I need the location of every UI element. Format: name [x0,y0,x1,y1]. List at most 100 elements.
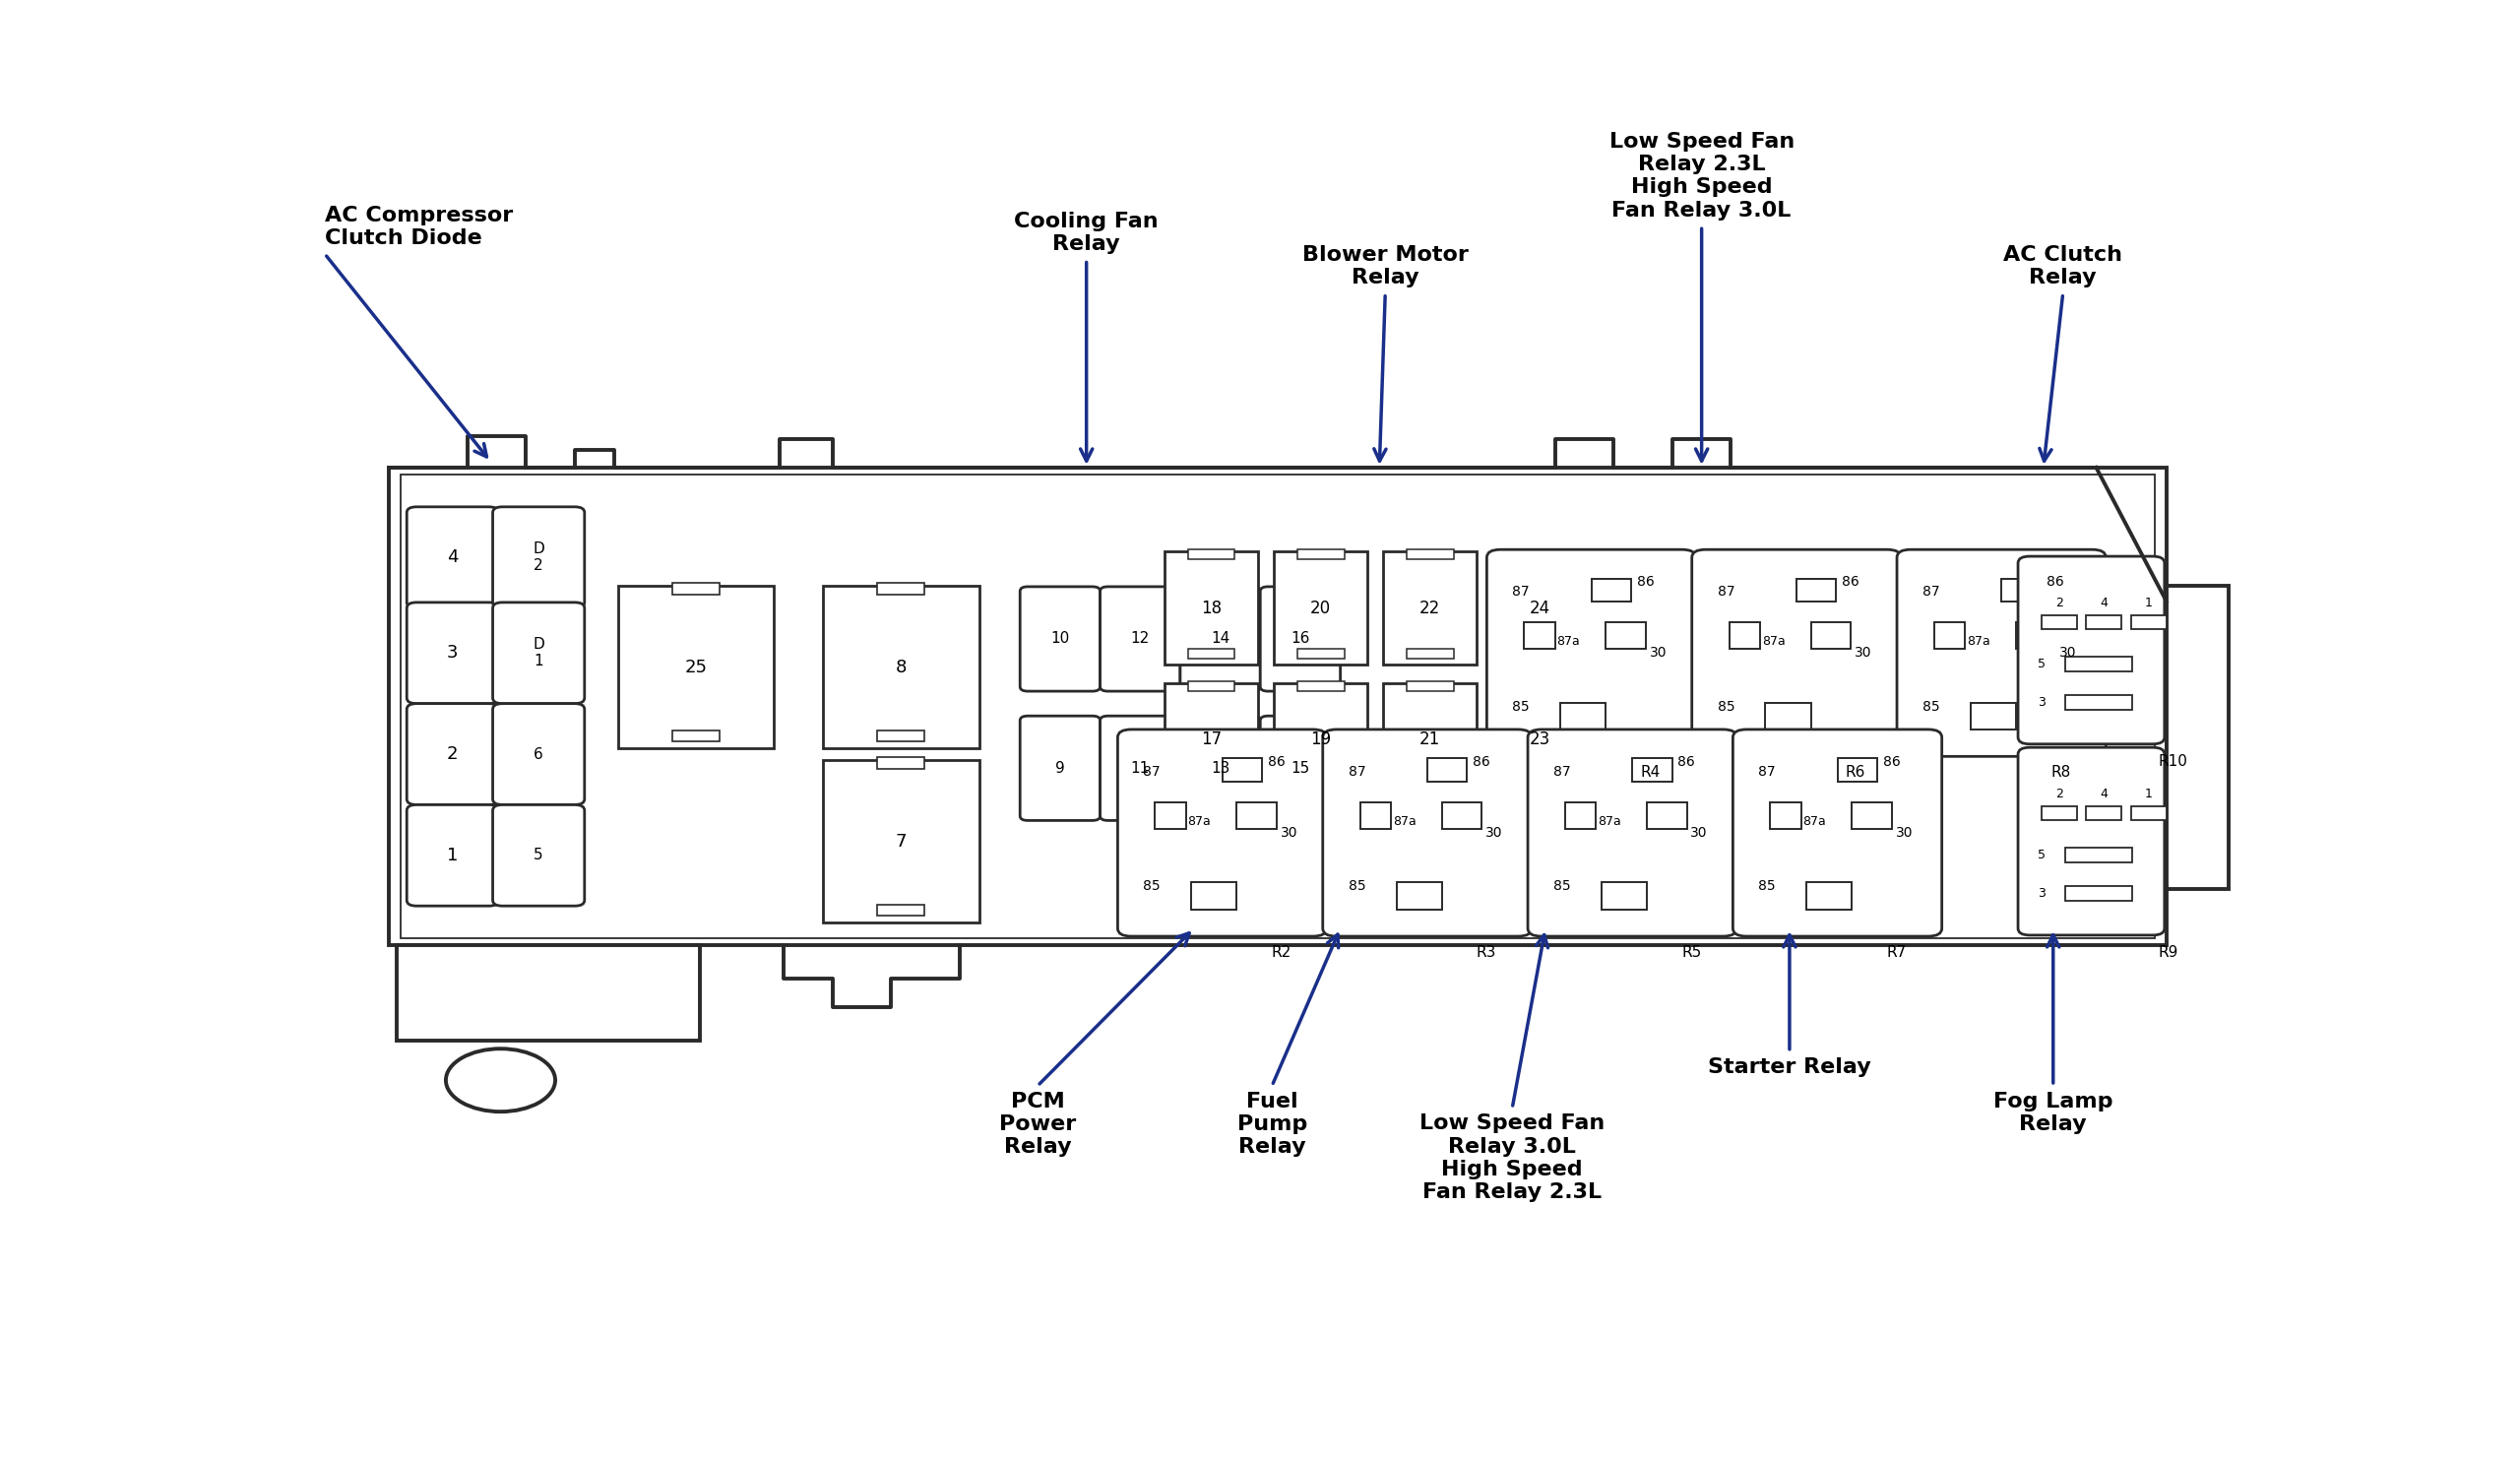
FancyBboxPatch shape [1021,587,1101,691]
Text: AC Clutch
Relay: AC Clutch Relay [2003,245,2122,288]
FancyBboxPatch shape [494,507,585,607]
Text: 85: 85 [1552,879,1570,894]
Text: 13: 13 [1210,761,1230,775]
Bar [398,945,701,1041]
Bar [1517,680,1562,691]
FancyBboxPatch shape [1021,715,1101,821]
FancyBboxPatch shape [1119,730,1326,936]
Bar [1298,648,1343,658]
Bar [1406,780,1454,790]
Text: PCM
Power
Relay: PCM Power Relay [998,1092,1076,1156]
Bar [617,585,774,749]
Text: 2: 2 [2056,788,2064,800]
Text: 87: 87 [1759,765,1777,778]
Text: 3: 3 [2039,888,2046,899]
Bar [1837,758,1877,781]
Text: Fog Lamp
Relay: Fog Lamp Relay [1993,1092,2112,1134]
Bar [1441,803,1482,829]
Text: 22: 22 [1419,599,1441,618]
FancyBboxPatch shape [494,704,585,804]
Text: R4: R4 [1641,765,1661,780]
Bar [2064,886,2132,901]
Bar [1648,803,1686,829]
Text: 30: 30 [1895,826,1913,840]
Bar [1406,549,1454,559]
Bar [2041,615,2076,629]
FancyBboxPatch shape [2019,748,2165,936]
Text: D
1: D 1 [532,637,544,669]
Bar [1517,648,1562,658]
Text: 11: 11 [1131,761,1149,775]
FancyBboxPatch shape [1179,715,1260,821]
Text: R9: R9 [2160,945,2180,961]
Bar [2087,806,2122,821]
Text: 87a: 87a [1968,635,1991,648]
Text: 85: 85 [1512,699,1530,714]
FancyBboxPatch shape [1691,549,1900,756]
Text: 87a: 87a [1598,815,1620,828]
Bar [2064,695,2132,710]
Bar [1164,683,1257,796]
Bar [1769,803,1802,829]
Text: 87a: 87a [1187,815,1212,828]
Bar [1187,680,1235,691]
Text: 86: 86 [1842,575,1860,590]
FancyBboxPatch shape [406,804,499,905]
Text: 19: 19 [1310,730,1331,749]
Bar [1807,882,1852,910]
Bar [2001,578,2041,602]
Text: 30: 30 [1280,826,1298,840]
Text: 85: 85 [1348,879,1366,894]
Text: 85: 85 [1716,699,1734,714]
Text: 7: 7 [895,832,907,850]
Bar [1852,803,1893,829]
Text: 87: 87 [1144,765,1159,778]
Text: 3: 3 [2039,696,2046,708]
Bar [1565,803,1595,829]
Text: 87a: 87a [1761,635,1784,648]
Text: 87a: 87a [1802,815,1827,828]
FancyBboxPatch shape [406,507,499,607]
FancyBboxPatch shape [1898,549,2107,756]
Bar [1164,552,1257,664]
Bar [1600,882,1648,910]
Text: 4: 4 [446,549,459,566]
Bar [1383,552,1477,664]
Bar [1633,758,1673,781]
Text: 5: 5 [2039,657,2046,670]
Text: 30: 30 [1855,647,1872,660]
Text: AC Compressor
Clutch Diode: AC Compressor Clutch Diode [325,206,514,248]
Text: 9: 9 [1056,761,1066,775]
Bar [1971,702,2016,730]
Text: 85: 85 [1923,699,1940,714]
Bar [877,584,925,594]
FancyBboxPatch shape [1734,730,1943,936]
Text: 87: 87 [1716,585,1734,599]
Text: D
2: D 2 [532,542,544,574]
Bar [673,730,718,742]
Text: 86: 86 [1268,755,1285,769]
Text: R5: R5 [1681,945,1701,961]
Text: 15: 15 [1290,761,1310,775]
FancyBboxPatch shape [406,704,499,804]
Bar [1222,758,1263,781]
Text: 8: 8 [895,658,907,676]
FancyBboxPatch shape [1527,730,1736,936]
Bar [401,475,2155,939]
Bar [1275,552,1368,664]
FancyBboxPatch shape [494,804,585,905]
FancyBboxPatch shape [1260,587,1341,691]
Text: 87: 87 [1923,585,1940,599]
Text: R7: R7 [1887,945,1908,961]
Bar [1605,622,1646,650]
Text: R6: R6 [1845,765,1865,780]
Bar [2064,657,2132,672]
Text: 30: 30 [1691,826,1709,840]
Text: 21: 21 [1419,730,1441,749]
FancyBboxPatch shape [1323,730,1532,936]
Bar [1797,578,1837,602]
Bar [1812,622,1850,650]
FancyBboxPatch shape [494,603,585,704]
Text: 23: 23 [1530,730,1550,749]
Bar [1275,683,1368,796]
